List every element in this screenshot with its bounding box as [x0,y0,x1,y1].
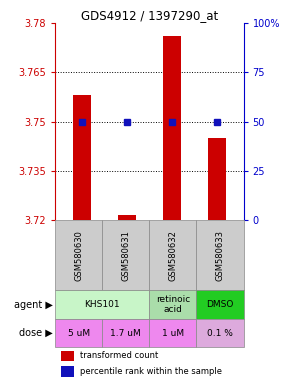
Bar [61,351,74,361]
Text: agent ▶: agent ▶ [14,300,53,310]
Text: 5 uM: 5 uM [68,329,90,338]
Title: GDS4912 / 1397290_at: GDS4912 / 1397290_at [81,9,218,22]
Bar [61,366,74,377]
Bar [102,319,149,347]
Bar [196,220,244,290]
Text: GSM580630: GSM580630 [74,230,83,281]
Text: 1 uM: 1 uM [162,329,184,338]
Bar [55,319,102,347]
Text: GSM580631: GSM580631 [121,230,130,281]
Text: DMSO: DMSO [206,300,234,309]
Text: 1.7 uM: 1.7 uM [110,329,141,338]
Text: retinoic
acid: retinoic acid [156,295,190,314]
Bar [149,220,197,290]
Bar [73,95,91,220]
Bar [102,220,149,290]
Bar [163,36,181,220]
Text: GSM580632: GSM580632 [168,230,177,281]
Bar [149,290,197,319]
Bar [149,319,197,347]
Bar [196,290,244,319]
Bar [118,215,136,220]
Bar [208,138,226,220]
Text: KHS101: KHS101 [84,300,120,309]
Text: 0.1 %: 0.1 % [207,329,233,338]
Bar [55,220,102,290]
Text: transformed count: transformed count [79,351,158,360]
Text: GSM580633: GSM580633 [215,230,224,281]
Text: percentile rank within the sample: percentile rank within the sample [79,367,222,376]
Bar [196,319,244,347]
Bar [55,290,149,319]
Text: dose ▶: dose ▶ [19,328,53,338]
